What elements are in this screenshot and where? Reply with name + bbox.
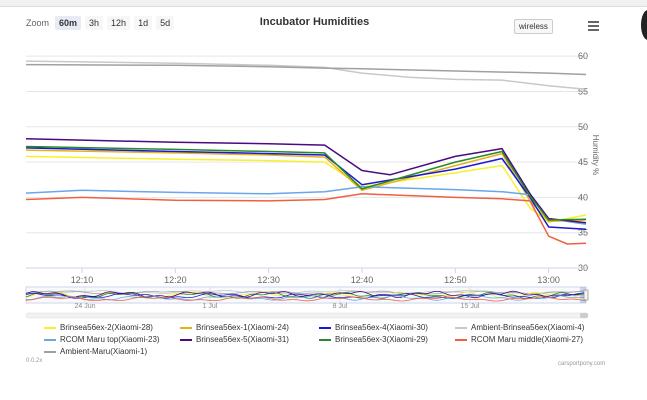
legend-item[interactable]: Brinsea56ex-1(Xiaomi-24): [180, 323, 289, 332]
series-line-3: [25, 60, 587, 91]
legend-item[interactable]: Ambient-Maru(Xiaomi-1): [44, 347, 147, 356]
legend-swatch: [455, 326, 467, 329]
zoom-button-3h[interactable]: 3h: [85, 16, 104, 30]
series-line-5: [25, 138, 587, 224]
legend-swatch: [44, 326, 56, 329]
legend-item[interactable]: RCOM Maru top(Xiaomi-23): [44, 335, 160, 344]
legend-item[interactable]: Brinsea56ex-5(Xiaomi-31): [180, 335, 289, 344]
legend-swatch: [455, 338, 467, 341]
legend-label: RCOM Maru middle(Xiaomi-27): [471, 335, 584, 344]
navigator-series-d: [25, 292, 587, 299]
y-tick-label: 50: [578, 122, 588, 132]
legend-item[interactable]: Ambient-Brinsea56ex(Xiaomi-4): [455, 323, 584, 332]
hamburger-menu-icon[interactable]: [588, 21, 599, 31]
y-tick-label: 55: [578, 86, 588, 96]
y-tick-label: 60: [578, 51, 588, 61]
navigator-tick-label: 1 Jul: [203, 303, 218, 310]
wireless-button[interactable]: wireless: [514, 19, 553, 34]
series-line-6: [25, 145, 587, 221]
y-tick-label: 40: [578, 192, 588, 202]
legend-label: Brinsea56ex-3(Xiaomi-29): [335, 335, 428, 344]
chart-title: Incubator Humidities: [259, 16, 370, 28]
navigator-tick-label: 8 Jul: [333, 303, 348, 310]
navigator-selection: [580, 287, 586, 303]
navigator-series-a: [26, 289, 587, 295]
legend-item[interactable]: Brinsea56ex-2(Xiaomi-28): [44, 323, 153, 332]
legend-label: Brinsea56ex-2(Xiaomi-28): [60, 323, 153, 332]
x-tick-label: 12:30: [257, 275, 280, 285]
navigator-handle[interactable]: [583, 289, 589, 301]
series-line-8: [25, 63, 587, 76]
series-line-4: [25, 186, 587, 225]
y-tick-label: 35: [578, 228, 588, 238]
navigator-series-f: [25, 292, 587, 299]
series-line-1: [25, 149, 587, 223]
legend-swatch: [180, 338, 192, 341]
legend-item[interactable]: RCOM Maru middle(Xiaomi-27): [455, 335, 583, 344]
credit-link[interactable]: carsportpony.com: [558, 361, 606, 367]
navigator-series-h: [25, 296, 587, 302]
series-line-7: [25, 193, 587, 245]
navigator-tick-label: 24 Jun: [74, 303, 95, 310]
y-tick-label: 45: [578, 157, 588, 167]
zoom-button-60m[interactable]: 60m: [55, 16, 82, 30]
legend-label: Brinsea56ex-5(Xiaomi-31): [196, 335, 289, 344]
zoom-button-5d[interactable]: 5d: [156, 16, 175, 30]
legend-label: Ambient-Maru(Xiaomi-1): [60, 347, 148, 356]
x-tick-label: 12:10: [71, 275, 94, 285]
zoom-selector: Zoom 60m 3h 12h 1d 5d: [26, 16, 175, 30]
legend-item[interactable]: Brinsea56ex-3(Xiaomi-29): [319, 335, 428, 344]
series-line-2: [25, 147, 587, 230]
legend-label: Brinsea56ex-4(Xiaomi-30): [335, 323, 428, 332]
navigator-series-g: [25, 295, 587, 301]
x-tick-label: 13:00: [537, 275, 560, 285]
x-tick-label: 12:40: [351, 275, 374, 285]
version-label: 0.0.2x: [26, 358, 43, 364]
zoom-button-1d[interactable]: 1d: [134, 16, 153, 30]
x-tick-label: 12:20: [164, 275, 187, 285]
scrollbar-track: [25, 312, 589, 319]
edge-circle-icon: [641, 10, 647, 40]
y-axis-title: Humidity %: [591, 135, 600, 175]
browser-top-strip: [0, 0, 647, 7]
legend-item[interactable]: Brinsea56ex-4(Xiaomi-30): [319, 323, 428, 332]
legend-swatch: [319, 326, 331, 329]
zoom-label: Zoom: [26, 18, 50, 28]
legend-swatch: [44, 350, 56, 353]
legend-label: RCOM Maru top(Xiaomi-23): [60, 335, 160, 344]
legend-label: Brinsea56ex-1(Xiaomi-24): [196, 323, 289, 332]
x-tick-label: 12:50: [444, 275, 467, 285]
legend-label: Ambient-Brinsea56ex(Xiaomi-4): [471, 323, 585, 332]
legend-swatch: [319, 338, 331, 341]
zoom-button-12h[interactable]: 12h: [107, 16, 131, 30]
navigator-tick-label: 15 Jul: [461, 303, 480, 310]
scrollbar-thumb[interactable]: [580, 313, 588, 318]
legend-swatch: [180, 326, 192, 329]
series-line-0: [25, 155, 587, 223]
legend-swatch: [44, 338, 56, 341]
